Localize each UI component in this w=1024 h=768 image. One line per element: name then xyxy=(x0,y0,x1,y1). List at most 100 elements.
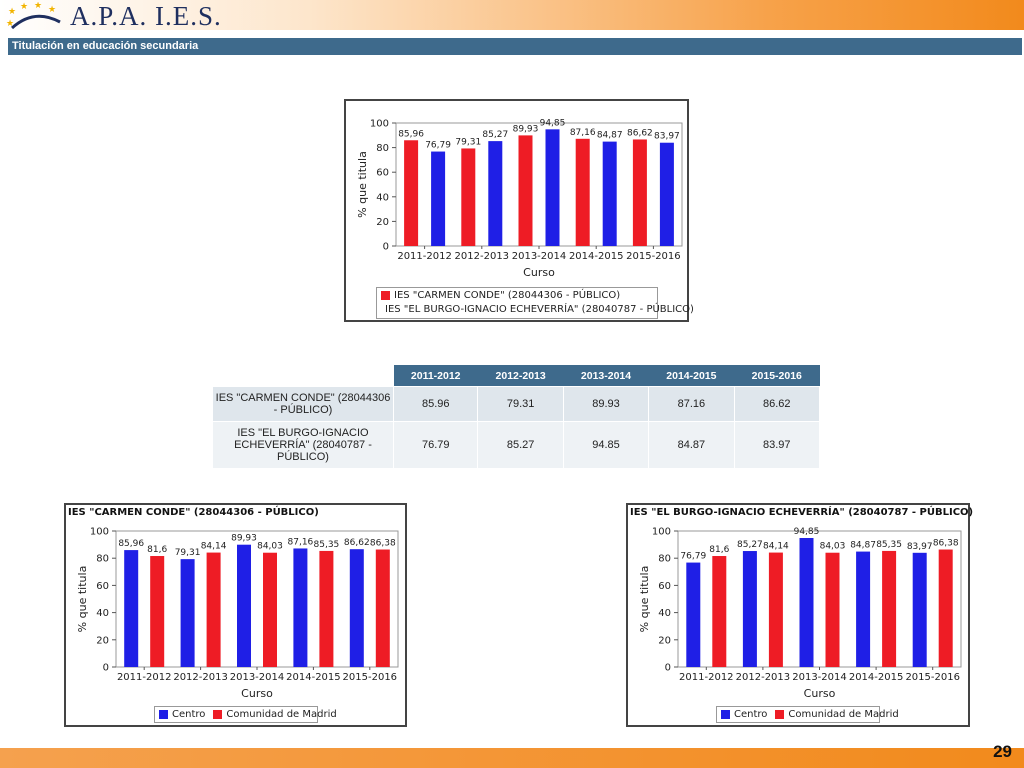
data-label: 94,85 xyxy=(540,118,566,128)
x-tick-label: 2011-2012 xyxy=(397,251,452,262)
data-label: 76,79 xyxy=(680,552,706,562)
carmen-conde-chart: IES "CARMEN CONDE" (28044306 - PÚBLICO) … xyxy=(64,503,407,727)
bar xyxy=(150,556,165,667)
legend-label: IES "CARMEN CONDE" (28044306 - PÚBLICO) xyxy=(394,289,621,301)
chart-legend: IES "CARMEN CONDE" (28044306 - PÚBLICO) … xyxy=(376,287,694,319)
x-axis-title: Curso xyxy=(523,266,555,279)
bar xyxy=(912,552,927,667)
data-label: 85,27 xyxy=(737,540,763,550)
table-row-header: IES "EL BURGO-IGNACIO ECHEVERRÍA" (28040… xyxy=(212,421,394,469)
y-tick-label: 80 xyxy=(376,143,389,154)
legend-entry: Comunidad de Madrid xyxy=(213,708,337,720)
data-label: 85,96 xyxy=(398,129,424,139)
y-tick-label: 100 xyxy=(90,527,109,538)
x-tick-label: 2013-2014 xyxy=(792,672,847,683)
legend-entry: Centro xyxy=(159,709,205,720)
svg-text:★: ★ xyxy=(20,2,28,11)
legend-swatch xyxy=(775,709,785,719)
bar xyxy=(375,549,390,667)
table-row: IES "EL BURGO-IGNACIO ECHEVERRÍA" (28040… xyxy=(212,421,821,469)
bar xyxy=(180,559,195,667)
data-label: 85,96 xyxy=(118,539,144,549)
y-tick-label: 40 xyxy=(96,608,109,619)
bar xyxy=(545,129,560,246)
bar xyxy=(825,552,840,667)
x-tick-label: 2015-2016 xyxy=(626,251,681,262)
legend-label: Comunidad de Madrid xyxy=(788,708,899,720)
legend-swatch xyxy=(381,290,390,300)
data-label: 84,87 xyxy=(597,131,623,141)
y-tick-label: 0 xyxy=(103,663,109,674)
y-tick-label: 0 xyxy=(665,663,671,674)
svg-text:★: ★ xyxy=(6,18,14,28)
data-label: 84,03 xyxy=(257,542,283,552)
x-tick-label: 2013-2014 xyxy=(230,672,285,683)
legend-label: Comunidad de Madrid xyxy=(226,708,337,720)
data-label: 85,35 xyxy=(876,540,902,550)
data-label: 86,38 xyxy=(370,539,396,549)
legend-swatch xyxy=(721,709,730,719)
page-number: 29 xyxy=(993,742,1012,761)
table-header-cell: 2011-2012 xyxy=(393,365,478,387)
y-tick-label: 0 xyxy=(383,242,389,253)
bar xyxy=(602,141,617,246)
logo-text: A.P.A. I.E.S. xyxy=(70,1,222,31)
x-tick-label: 2014-2015 xyxy=(286,672,341,683)
table-header-row: 2011-2012 2012-2013 2013-2014 2014-2015 … xyxy=(212,365,820,387)
bar xyxy=(349,549,364,667)
header-banner: ★ ★ ★ ★ ★ A.P.A. I.E.S. xyxy=(0,0,1024,31)
table-header-cell: 2015-2016 xyxy=(734,365,820,387)
data-label: 85,27 xyxy=(482,130,508,140)
legend-label: Centro xyxy=(734,708,768,720)
x-tick-label: 2015-2016 xyxy=(905,672,960,683)
y-tick-label: 20 xyxy=(96,635,109,646)
y-axis-title: % que titula xyxy=(76,566,89,633)
data-label: 89,93 xyxy=(513,124,539,134)
data-label: 76,79 xyxy=(425,141,451,151)
bar xyxy=(686,562,701,667)
x-tick-label: 2013-2014 xyxy=(512,251,567,262)
bar xyxy=(461,148,476,246)
x-axis-title: Curso xyxy=(241,687,273,700)
legend-entry: Centro xyxy=(721,709,767,720)
bar xyxy=(431,151,446,246)
data-label: 84,87 xyxy=(850,541,876,551)
bar xyxy=(263,552,277,667)
svg-text:★: ★ xyxy=(34,2,42,10)
legend-swatch xyxy=(159,709,168,719)
data-label: 86,38 xyxy=(933,539,959,549)
y-tick-label: 100 xyxy=(652,527,671,538)
table-cell: 85.27 xyxy=(477,421,564,469)
data-label: 86,62 xyxy=(344,538,370,548)
table-row: IES "CARMEN CONDE" (28044306 - PÚBLICO) … xyxy=(212,386,821,422)
bar xyxy=(206,552,221,667)
bar xyxy=(938,549,953,667)
bar xyxy=(319,550,334,667)
table-header-cell xyxy=(212,365,394,387)
legend-label: IES "EL BURGO-IGNACIO ECHEVERRÍA" (28040… xyxy=(385,303,694,315)
legend-item: IES "EL BURGO-IGNACIO ECHEVERRÍA" (28040… xyxy=(377,302,694,316)
legend-item: IES "CARMEN CONDE" (28044306 - PÚBLICO) xyxy=(377,288,657,302)
data-label: 81,6 xyxy=(709,545,729,555)
table-header-cell: 2014-2015 xyxy=(648,365,735,387)
footer-bar xyxy=(0,748,1024,768)
bar xyxy=(742,551,757,667)
legend-label: Centro xyxy=(172,708,206,720)
table-cell: 79.31 xyxy=(477,386,564,422)
chart-title: IES "CARMEN CONDE" (28044306 - PÚBLICO) xyxy=(68,507,319,518)
comparison-chart: 0 20 40 60 80 100 85,96 76,79 2011-2012 79,31 85,2… xyxy=(344,99,694,322)
x-tick-label: 2012-2013 xyxy=(455,251,510,262)
legend-item: Centro Comunidad de Madrid xyxy=(717,707,899,721)
y-axis-title: % que titula xyxy=(638,566,651,633)
bar xyxy=(404,140,419,246)
y-tick-label: 20 xyxy=(376,217,389,228)
data-label: 83,97 xyxy=(907,542,933,552)
bar xyxy=(712,556,727,667)
bar xyxy=(575,138,590,246)
svg-text:★: ★ xyxy=(8,6,16,16)
x-axis-title: Curso xyxy=(804,687,836,700)
bar xyxy=(237,544,251,667)
bar xyxy=(293,548,308,667)
data-table: 2011-2012 2012-2013 2013-2014 2014-2015 … xyxy=(212,365,821,469)
chart-legend: Centro Comunidad de Madrid xyxy=(154,706,337,723)
